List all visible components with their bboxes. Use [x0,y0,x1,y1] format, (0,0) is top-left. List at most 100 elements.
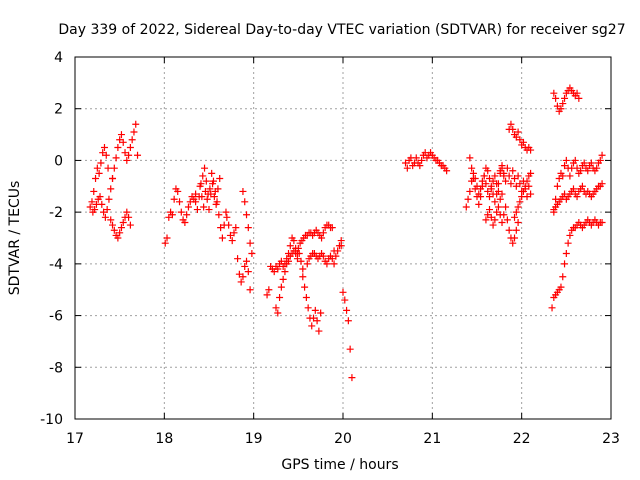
data-point [114,234,122,242]
data-point [241,198,249,206]
data-point [557,105,565,113]
data-point [319,252,327,260]
data-point [243,211,251,219]
data-point [550,89,558,97]
data-point [270,268,278,276]
data-point [272,304,280,312]
data-point [223,213,231,221]
data-point [228,237,236,245]
data-point [285,250,293,258]
data-point [200,203,208,211]
data-point [130,128,138,136]
data-point [230,229,238,237]
data-points [86,84,606,382]
data-point [598,218,606,226]
x-tick-label: 21 [423,431,441,447]
data-point [225,221,233,229]
data-point [134,151,142,159]
data-point [553,102,561,110]
data-point [503,164,511,172]
data-point [297,257,305,265]
data-point [559,100,567,108]
data-point [119,138,127,146]
data-point [416,162,424,170]
data-point [330,260,338,268]
data-point [286,242,294,250]
data-point [215,211,223,219]
data-point [573,89,581,97]
data-point [500,169,508,177]
data-point [468,164,476,172]
data-point [86,203,94,211]
data-point [132,120,140,128]
data-point [323,260,331,268]
data-point [239,273,247,281]
data-point [553,182,561,190]
data-point [117,131,125,139]
chart-title: Day 339 of 2022, Sidereal Day-to-day VTE… [58,22,625,38]
data-point [561,162,569,170]
data-point [97,159,105,167]
data-point [109,175,117,183]
data-point [502,203,510,211]
data-point [507,120,515,128]
data-point [584,167,592,175]
data-point [218,234,226,242]
data-point [241,262,249,270]
data-point [95,169,103,177]
data-point [311,306,319,314]
data-point [569,185,577,193]
data-point [110,164,118,172]
data-point [334,247,342,255]
data-point [598,151,606,159]
data-point [92,175,100,183]
data-point [265,286,273,294]
data-point [107,216,115,224]
data-point [112,154,120,162]
y-tick-label: -6 [49,309,63,325]
data-point [299,273,307,281]
data-point [96,193,104,201]
data-point [343,306,351,314]
data-point [243,257,251,265]
data-point [163,234,171,242]
data-point [562,156,570,164]
data-point [402,159,410,167]
data-point [548,304,556,312]
data-point [98,200,106,208]
data-point [502,177,510,185]
data-point [516,180,524,188]
data-point [246,239,254,247]
data-point [466,154,474,162]
data-point [313,317,321,325]
data-point [103,206,111,214]
data-point [573,164,581,172]
data-point [500,211,508,219]
data-point [489,177,497,185]
data-point [125,151,133,159]
data-point [121,149,129,157]
data-point [511,213,519,221]
data-point [443,167,451,175]
data-point [263,291,271,299]
data-point [303,260,311,268]
data-point [505,172,513,180]
data-point [561,260,569,268]
data-point [209,180,217,188]
data-point [290,237,298,245]
data-point [344,317,352,325]
data-point [276,293,284,301]
data-point [302,293,310,301]
data-point [550,208,558,216]
data-point [466,187,474,195]
data-point [214,185,222,193]
data-point [566,231,574,239]
data-point [559,172,567,180]
data-point [202,177,210,185]
data-point [484,167,492,175]
data-point [119,218,127,226]
data-point [216,175,224,183]
data-point [346,345,354,353]
data-point [339,288,347,296]
data-point [514,218,522,226]
